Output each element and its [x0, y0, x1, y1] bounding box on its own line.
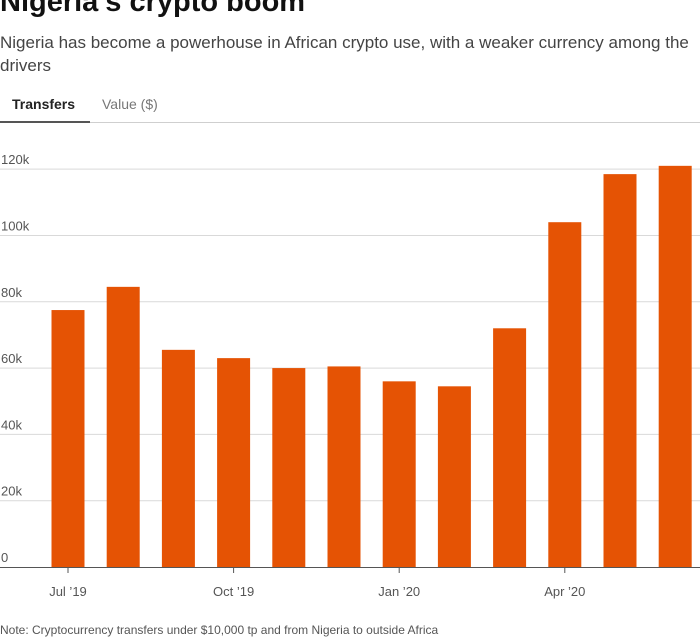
bar[interactable]	[437, 386, 471, 567]
x-tick-label: Apr ’20	[544, 584, 585, 599]
bar[interactable]	[51, 310, 85, 567]
tab-bar: Transfers Value ($)	[0, 92, 700, 123]
chart-title: Nigeria’s crypto boom	[0, 0, 306, 18]
axes: 0 20k 40k 60k 80k 100k 120k Jul ’19 Oct ’19 Jan ’…	[0, 152, 700, 599]
bar[interactable]	[603, 174, 637, 567]
y-tick-label: 20k	[1, 484, 22, 499]
y-tick-label: 80k	[1, 285, 22, 300]
footnote: Note: Cryptocurrency transfers under $10…	[0, 623, 439, 637]
y-tick-label: 40k	[1, 417, 22, 432]
bar[interactable]	[327, 366, 361, 567]
tab-transfers[interactable]: Transfers	[0, 94, 90, 123]
y-tick-label: 100k	[1, 218, 30, 233]
bar[interactable]	[658, 165, 692, 568]
bar[interactable]	[161, 349, 195, 567]
bar[interactable]	[217, 358, 251, 567]
bar-chart: 0 20k 40k 60k 80k 100k 120k Jul ’19 Oct ’19 Jan ’…	[0, 152, 700, 599]
tab-value[interactable]: Value ($)	[102, 96, 158, 112]
bar[interactable]	[106, 286, 140, 567]
y-tick-label: 60k	[1, 351, 22, 366]
y-tick-label: 0	[1, 550, 8, 565]
bar[interactable]	[382, 381, 416, 567]
y-tick-label: 120k	[1, 152, 30, 167]
bars	[51, 165, 692, 568]
x-tick-label: Jul ’19	[49, 584, 87, 599]
chart-subtitle: Nigeria has become a powerhouse in Afric…	[0, 33, 689, 75]
bar[interactable]	[272, 368, 306, 567]
x-tick-label: Jan ’20	[378, 584, 420, 599]
bar[interactable]	[493, 328, 527, 567]
bar[interactable]	[548, 222, 582, 567]
x-tick-label: Oct ’19	[213, 584, 254, 599]
